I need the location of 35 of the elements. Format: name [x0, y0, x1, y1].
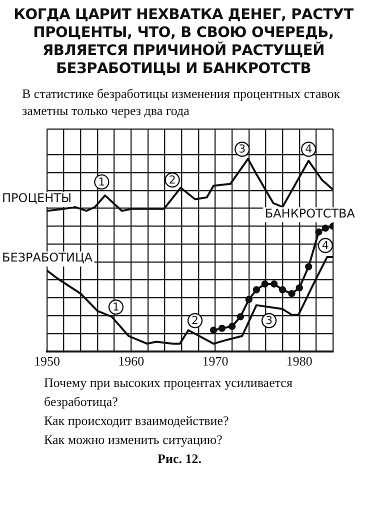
series-label: БАНКРОТСТВА — [264, 206, 356, 220]
x-tick-label: 1950 — [34, 354, 60, 369]
annotation: 4 — [305, 142, 312, 156]
point — [288, 290, 296, 298]
point — [270, 280, 278, 288]
text: Почему при высоких процентах усиливается безработица? — [44, 374, 294, 411]
x-tick-label: 1960 — [118, 354, 144, 369]
point — [218, 324, 226, 332]
chart-subtitle: В статистике безработицы изменения процентных ставок заметны только через два года — [22, 85, 342, 119]
annotation: 3 — [238, 142, 246, 156]
annotation: 1 — [98, 175, 106, 188]
point — [228, 322, 236, 330]
series-label: ПРОЦЕНТЫ — [2, 190, 72, 205]
text: Как происходит взаимодействие? — [44, 412, 230, 430]
annotation: 3 — [266, 314, 273, 327]
point — [261, 280, 268, 288]
annotation: 2 — [168, 173, 176, 186]
text: Рис. 12. — [156, 450, 202, 468]
x-tick-label: 1980 — [286, 354, 312, 369]
point — [305, 263, 312, 270]
x-tick-label: 1970 — [202, 354, 228, 369]
annotation: 1 — [112, 300, 120, 314]
text: Как можно изменить ситуацию? — [44, 431, 224, 449]
point — [322, 224, 330, 232]
annotation: 4 — [322, 238, 329, 252]
annotation: 2 — [192, 314, 199, 327]
point — [252, 286, 260, 294]
point — [296, 284, 303, 292]
series-label: БЕЗРАБОТИЦА — [2, 250, 94, 265]
point — [245, 296, 252, 304]
point — [315, 228, 322, 236]
point — [278, 286, 286, 294]
point — [236, 313, 244, 320]
chart-title: КОГДА ЦАРИТ НЕХВАТКА ДЕНЕГ, РАСТУТ ПРОЦЕНТЫ, ЧТО, В СВОЮ ОЧЕРЕДЬ, ЯВЛЯЕТСЯ ПРИЧИНОЙ РАСТУЩЕЙ БЕЗРАБОТИЦЫ И БАНКРОТСТВ — [12, 6, 354, 78]
point — [210, 326, 218, 334]
